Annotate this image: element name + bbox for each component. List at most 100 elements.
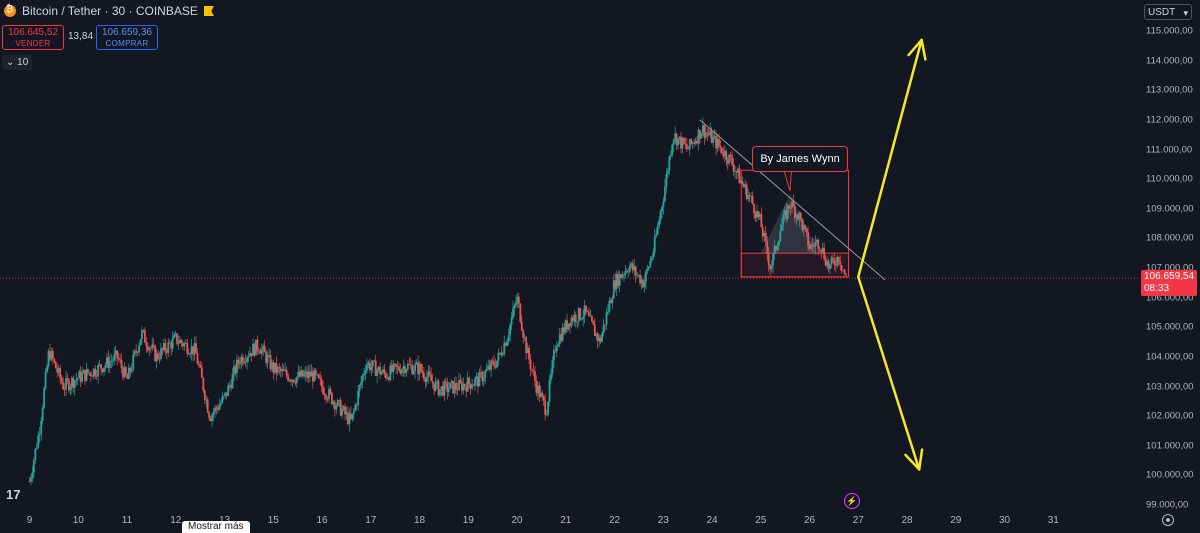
candle-body [512,308,514,318]
candle-body [132,354,135,370]
candle-body [458,380,460,391]
candle-body [836,256,839,266]
candle-body [529,359,532,370]
candle-body [82,370,85,374]
candle-body [433,383,436,391]
candle-body [398,366,400,371]
price-axis-label: 109.000,00 [1146,203,1194,215]
candle-body [168,342,171,344]
candle-body [652,252,655,258]
candle-body [484,370,487,378]
candle-body [167,342,170,353]
candle-body [802,225,805,230]
tradingview-logo[interactable]: 17 [6,487,21,502]
candle-body [446,382,449,392]
candle-body [639,274,641,284]
callout-pointer [782,168,793,192]
price-chart[interactable] [0,0,1140,512]
candle-body [665,173,668,187]
candle-body [843,270,846,274]
candle-body [187,353,190,355]
candle-body [577,308,580,322]
candle-body [125,367,127,376]
candle-body [424,378,427,383]
symbol-title[interactable]: Bitcoin / Tether · 30 · COINBASE [22,4,198,18]
candle-body [342,406,345,410]
indicator-toggle[interactable]: ⌄ 10 [2,55,33,70]
candle-body [59,367,62,379]
candle-body [807,232,809,247]
annotation-callout[interactable]: By James Wynn [752,146,848,172]
candle-body [538,385,541,398]
candle-body [32,459,35,473]
candle-body [791,201,793,209]
candle-body [360,382,362,386]
candle-body [139,339,142,346]
candle-body [142,330,145,331]
candle-body [775,245,777,251]
candle-body [612,280,615,299]
candle-body [262,345,265,350]
currency-select[interactable]: USDT [1144,4,1192,21]
candle-body [664,186,666,202]
candle-body [72,377,75,388]
candle-body [758,214,761,217]
candle-body [278,366,281,369]
candle-body [751,195,754,204]
candle-body [805,228,808,233]
candle-body [750,195,753,197]
candle-body [592,320,595,325]
candle-body [769,265,772,270]
flag-icon[interactable] [203,6,214,16]
candle-body [596,333,599,342]
candle-body [170,342,173,349]
price-axis[interactable]: 115.000,00 114.000,00 113.000,00 112.000,00… [1140,0,1200,512]
candle-body [333,401,336,410]
candle-body [389,365,392,381]
settings-icon[interactable] [1162,514,1174,526]
candle-body [421,370,424,373]
candle-body [715,135,717,149]
candle-body [247,356,250,358]
candle-body [842,270,845,271]
candle-body [627,271,630,273]
buy-button[interactable]: 106.659,36 COMPRAR [96,25,158,50]
candle-body [741,180,744,185]
candle-body [437,380,440,396]
candle-body [423,372,425,379]
price-axis-label: 111.000,00 [1146,144,1193,155]
candle-body [288,379,291,381]
candle-body [37,435,40,448]
candle-body [249,353,251,357]
lightning-icon[interactable]: ⚡ [844,493,860,509]
candle-body [624,270,627,275]
candle-body [358,385,361,391]
candle-body [818,248,821,250]
candle-body [193,343,196,355]
candle-body [563,327,566,333]
candle-body [735,171,738,173]
time-axis-label: 28 [901,515,913,526]
time-axis[interactable]: 9 10 11 12 13 15 16 17 18 19 20 21 22 23 24 25 26 27 28 29 3… [0,512,1140,530]
candle-body [623,274,625,276]
candle-body [576,321,579,323]
candle-body [268,355,270,356]
time-axis-label: 24 [706,515,718,526]
candle-body [748,195,751,197]
candle-body [678,136,681,139]
candle-body [713,135,716,137]
show-more-tab[interactable]: Mostrar más [182,521,250,533]
candle-body [323,393,326,396]
candle-body [516,296,519,303]
sell-button[interactable]: 106.645,52 VENDER [2,25,64,50]
candle-body [285,369,288,376]
candle-body [393,363,396,365]
candle-body [626,270,628,272]
candle-body [130,369,133,372]
candle-body [462,384,465,391]
candle-body [561,327,564,341]
candle-body [219,402,222,406]
candle-body [548,380,551,402]
candle-body [560,334,563,341]
projection-down-arrow [857,275,921,471]
